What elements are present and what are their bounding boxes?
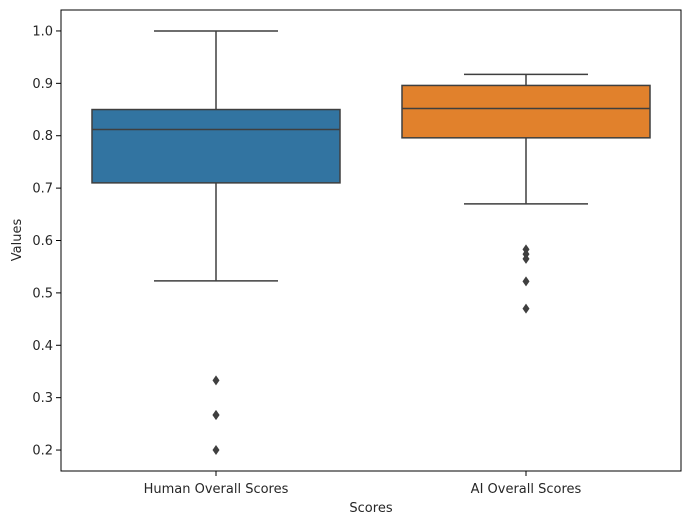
y-tick-label: 0.3 bbox=[32, 391, 53, 406]
y-tick-label: 1.0 bbox=[32, 24, 53, 39]
y-tick-label: 0.5 bbox=[32, 286, 53, 301]
x-axis-title: Scores bbox=[349, 501, 392, 516]
x-axis: Human Overall Scores AI Overall Scores bbox=[144, 471, 582, 497]
plot-area bbox=[60, 9, 682, 472]
y-tick-label: 0.7 bbox=[32, 182, 53, 197]
boxes-layer bbox=[91, 30, 651, 456]
outlier-point bbox=[522, 276, 530, 287]
y-axis-title: Values bbox=[10, 219, 25, 262]
y-tick-label: 0.6 bbox=[32, 234, 53, 249]
outlier-point bbox=[522, 303, 530, 314]
box-group bbox=[401, 73, 651, 314]
x-tick-label: Human Overall Scores bbox=[144, 482, 289, 497]
box-iqr bbox=[91, 108, 341, 184]
outlier-point bbox=[212, 409, 220, 420]
x-tick-label: AI Overall Scores bbox=[471, 482, 582, 497]
y-tick-label: 0.4 bbox=[32, 339, 53, 354]
outlier-point bbox=[212, 445, 220, 456]
y-axis: 0.2 0.3 0.4 0.5 0.6 0.7 0.8 0.9 1.0 bbox=[32, 24, 61, 459]
y-tick-label: 0.2 bbox=[32, 444, 53, 459]
y-tick-label: 0.8 bbox=[32, 129, 53, 144]
box-group bbox=[91, 30, 341, 456]
y-tick-label: 0.9 bbox=[32, 77, 53, 92]
outlier-point bbox=[522, 253, 530, 264]
outlier-point bbox=[212, 375, 220, 386]
box-iqr bbox=[401, 84, 651, 139]
